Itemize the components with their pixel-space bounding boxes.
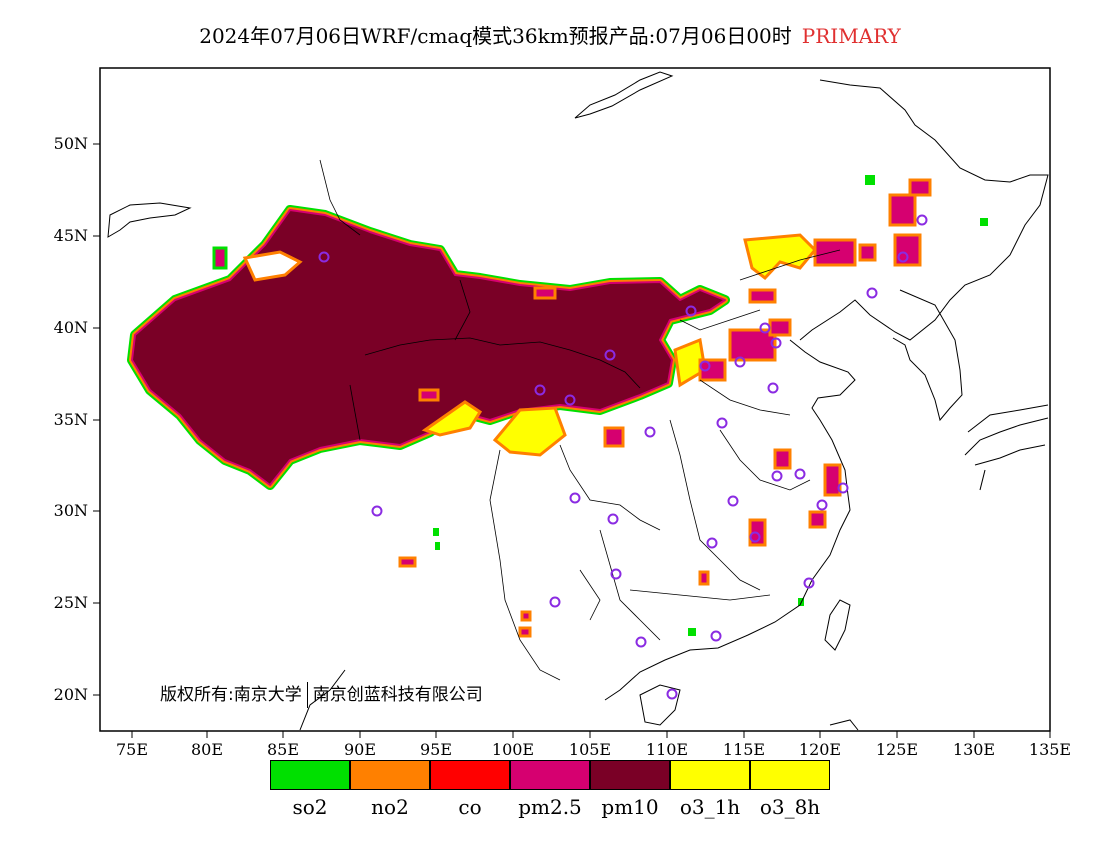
x-label-115e: 115E [722, 740, 766, 759]
x-ticks [131, 731, 1051, 738]
pollutant-legend [270, 760, 830, 790]
x-label-90e: 90E [343, 740, 377, 759]
title-primary-tag: PRIMARY [801, 24, 901, 48]
y-label-50n: 50N [53, 134, 88, 153]
x-label-125e: 125E [875, 740, 919, 759]
x-label-135e: 135E [1028, 740, 1072, 759]
legend-swatch-pm10 [590, 760, 670, 790]
x-label-80e: 80E [190, 740, 224, 759]
legend-label-pm10: pm10 [601, 795, 659, 819]
legend-label-so2: so2 [292, 795, 328, 819]
legend-swatch-no2 [350, 760, 430, 790]
pollution-hotspots [398, 175, 988, 638]
copyright-part2: 南京创蓝科技有限公司 [312, 685, 483, 705]
map-lines [107, 71, 1049, 731]
y-label-40n: 40N [53, 318, 88, 337]
legend-label-o3-8h: o3_8h [759, 795, 821, 819]
x-label-105e: 105E [568, 740, 612, 759]
pm10-plume [127, 205, 730, 490]
x-label-75e: 75E [115, 740, 149, 759]
x-label-100e: 100E [491, 740, 535, 759]
map-title: 2024年07月06日WRF/cmaq模式36km预报产品:07月06日00时 P… [0, 20, 1100, 49]
legend-label-pm25: pm2.5 [518, 795, 582, 819]
o3-patches [421, 233, 818, 457]
title-main: 2024年07月06日WRF/cmaq模式36km预报产品:07月06日00时 [199, 24, 792, 48]
x-label-130e: 130E [952, 740, 996, 759]
copyright-notice: 版权所有:南京大学 南京创蓝科技有限公司 [160, 680, 483, 708]
y-ticks [93, 143, 100, 696]
x-label-120e: 120E [798, 740, 842, 759]
copyright-separator [306, 682, 308, 708]
legend-swatch-o3-1h [670, 760, 750, 790]
legend-label-co: co [458, 795, 482, 819]
copyright-part1: 版权所有:南京大学 [160, 685, 302, 705]
legend-swatch-pm25 [510, 760, 590, 790]
legend-swatch-co [430, 760, 510, 790]
y-label-25n: 25N [53, 593, 88, 612]
x-label-95e: 95E [419, 740, 453, 759]
y-label-35n: 35N [53, 410, 88, 429]
legend-label-o3-1h: o3_1h [679, 795, 741, 819]
x-label-110e: 110E [645, 740, 689, 759]
y-label-45n: 45N [53, 226, 88, 245]
legend-swatch-so2 [270, 760, 350, 790]
legend-label-no2: no2 [371, 795, 409, 819]
y-label-30n: 30N [53, 501, 88, 520]
x-label-85e: 85E [266, 740, 300, 759]
y-label-20n: 20N [53, 685, 88, 704]
legend-swatch-o3-8h [750, 760, 830, 790]
station-markers [318, 214, 928, 700]
map-frame [99, 67, 1051, 732]
